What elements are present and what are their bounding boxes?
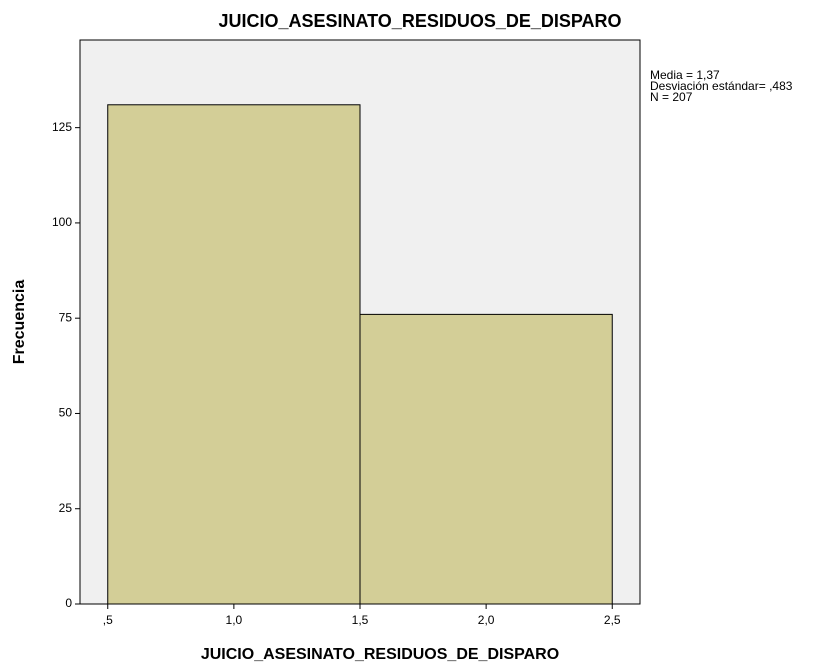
stat-text: N = 207	[650, 90, 693, 104]
x-tick-label: ,5	[103, 613, 113, 627]
x-tick-label: 2,0	[478, 613, 495, 627]
x-axis-label: JUICIO_ASESINATO_RESIDUOS_DE_DISPARO	[201, 646, 559, 663]
bar	[107, 104, 361, 605]
y-tick-label: 0	[65, 596, 72, 610]
y-tick-label: 125	[52, 120, 72, 134]
bar	[359, 313, 613, 605]
stat-text: Media = 1,37	[650, 68, 720, 82]
y-tick-label: 75	[59, 310, 73, 324]
stat-text: Desviación estándar= ,483	[650, 79, 793, 93]
x-tick-label: 2,5	[604, 613, 621, 627]
chart-title: JUICIO_ASESINATO_RESIDUOS_DE_DISPARO	[218, 11, 621, 31]
x-tick-label: 1,5	[352, 613, 369, 627]
y-tick-label: 50	[59, 406, 73, 420]
x-tick-label: 1,0	[226, 613, 243, 627]
y-tick-label: 25	[59, 501, 73, 515]
y-axis-label: Frecuencia	[11, 280, 28, 365]
y-tick-label: 100	[52, 215, 72, 229]
